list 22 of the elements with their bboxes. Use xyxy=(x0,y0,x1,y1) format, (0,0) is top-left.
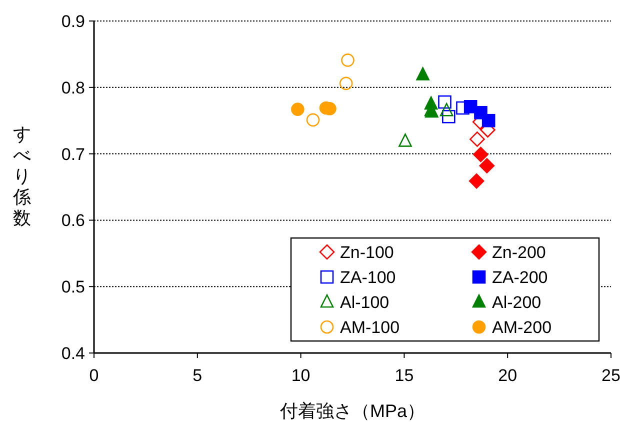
y-tick-label: 0.5 xyxy=(61,278,85,297)
x-tick-label: 10 xyxy=(291,366,310,385)
y-tick-label: 0.6 xyxy=(61,211,85,230)
x-tick-label: 15 xyxy=(394,366,414,385)
y-tick-label: 0.4 xyxy=(61,344,85,363)
legend-label: Zn-200 xyxy=(492,242,546,262)
legend-label: ZA-100 xyxy=(340,268,396,287)
legend-label: ZA-200 xyxy=(492,268,548,287)
x-tick-label: 25 xyxy=(602,366,620,385)
x-tick-label: 5 xyxy=(192,366,202,385)
legend-label: Al-100 xyxy=(340,292,390,312)
y-axis-title: すべり係数 xyxy=(12,124,31,228)
y-tick-label: 0.8 xyxy=(61,78,85,98)
legend-label: AM-100 xyxy=(340,318,400,337)
x-axis-title: 付着強さ（MPa） xyxy=(278,401,426,421)
x-tick-label: 0 xyxy=(89,366,99,385)
x-tick-label: 20 xyxy=(498,366,518,385)
y-tick-label: 0.9 xyxy=(61,12,85,31)
legend-label: Al-200 xyxy=(492,292,542,312)
legend-label: Zn-100 xyxy=(340,242,394,262)
y-tick-label: 0.7 xyxy=(61,144,85,164)
legend-label: AM-200 xyxy=(492,318,552,337)
